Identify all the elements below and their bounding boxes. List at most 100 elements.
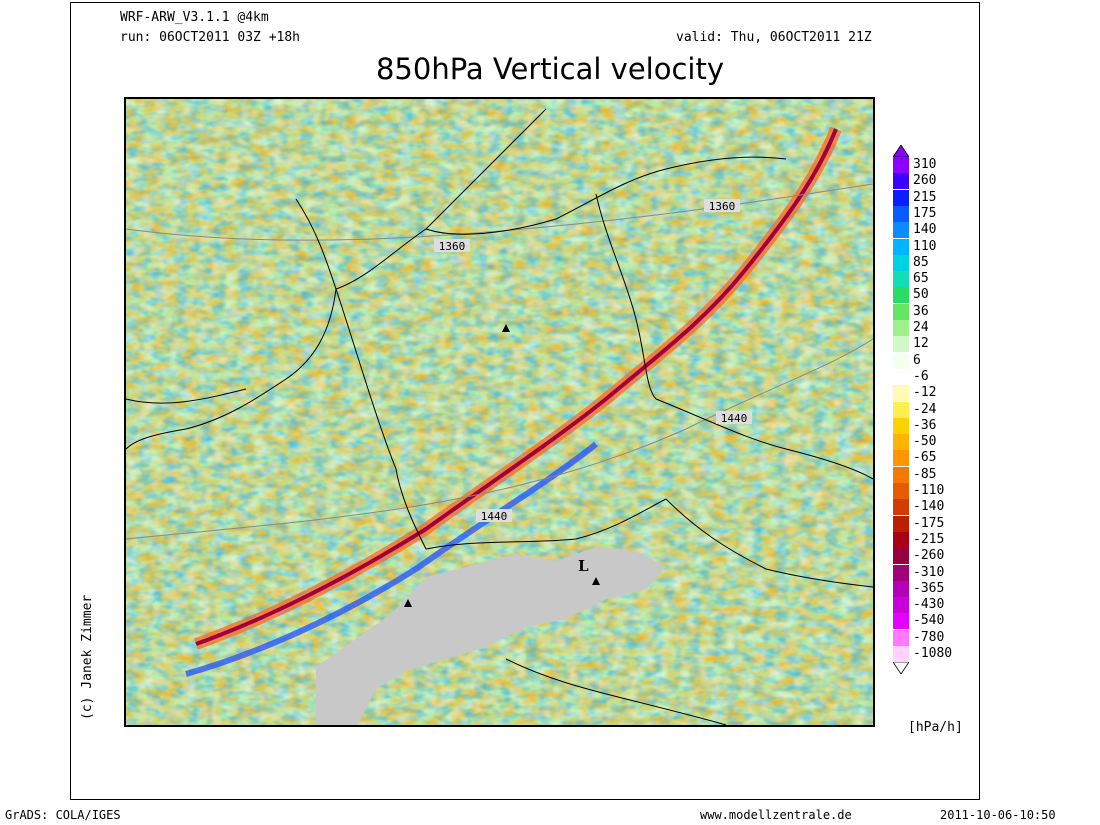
map-canvas: 1360 1360 1440 1440 L [126,99,873,725]
timestamp: 2011-10-06-10:50 [940,808,1056,822]
legend-swatch [893,157,909,173]
legend-swatch [893,271,909,288]
legend-swatch [893,352,909,369]
legend-swatch [893,189,909,206]
low-pressure-label: L [578,557,589,575]
run-label: run: 06OCT2011 03Z +18h [120,30,301,45]
contour-line [126,338,873,540]
legend-label: 12 [913,336,929,352]
grads-credit: GrADS: COLA/IGES [5,808,121,822]
contour-label: 1440 [716,411,752,425]
legend-swatch [893,531,909,548]
coastline [335,108,547,290]
page-title: 850hPa Vertical velocity [375,52,724,86]
legend-label: 24 [913,320,929,335]
weather-map[interactable]: 1360 1360 1440 1440 L [124,97,875,727]
legend-swatch [893,580,909,597]
legend-label: -365 [913,580,945,596]
legend-swatch [893,205,909,222]
legend-swatch [893,613,909,630]
legend-label: -260 [913,548,945,564]
legend-label: -65 [913,450,937,466]
peak-marker [592,577,600,585]
legend-label: 36 [913,303,929,319]
legend-label: -780 [913,629,945,645]
legend-label: -12 [913,385,937,401]
legend-label: -310 [913,564,945,580]
svg-text:1360: 1360 [439,240,466,253]
legend-label: -175 [913,515,945,531]
legend-swatch [893,320,909,336]
legend-swatch [893,368,909,385]
peak-marker [502,324,510,332]
ascent-band [185,441,598,677]
model-label: WRF-ARW_V3.1.1 @4km [120,10,269,25]
contour-label: 1440 [476,509,512,523]
legend-label: 310 [913,157,937,172]
legend-label: -140 [913,499,945,515]
coastline [126,388,247,404]
contour-line [126,183,873,241]
legend-label: 110 [913,238,937,254]
alps-terrain [316,547,666,725]
legend-swatch [893,548,909,565]
legend-swatch [893,385,909,402]
valid-label: valid: Thu, 06OCT2011 21Z [676,30,872,45]
legend-swatch [893,434,909,451]
coastline [425,156,787,235]
legend-swatch [893,450,909,467]
legend-swatch [893,515,909,532]
contour-label: 1360 [434,239,470,253]
legend-swatch [893,597,909,614]
legend-label: -6 [913,368,929,384]
plot-frame [70,2,980,800]
website-link[interactable]: www.modellzentrale.de [700,808,852,822]
country-border [665,498,873,588]
legend-swatch [893,629,909,646]
legend-swatch [893,646,909,662]
legend-label: 140 [913,222,937,238]
legend-label: -215 [913,531,945,547]
legend-label: -430 [913,597,945,613]
legend-swatch [893,417,909,434]
legend-swatch [893,238,909,255]
legend-label: -1080 [913,646,953,661]
country-border [655,398,873,480]
legend-swatch [893,483,909,499]
peak-marker [404,599,412,607]
legend-overflow-top-triangle [893,145,909,157]
legend-label: -110 [913,483,945,498]
legend-label: 50 [913,287,929,303]
legend-swatch [893,564,909,581]
front-band-core [195,128,838,646]
author-credit: (c) Janek Zimmer [80,594,95,720]
legend-label: 85 [913,254,929,270]
legend-swatch [893,287,909,304]
coastline [126,198,337,450]
country-border [595,193,657,400]
legend-label: 215 [913,189,937,205]
legend-label: -24 [913,401,937,417]
legend-label: 175 [913,205,937,221]
coastline [505,658,727,725]
legend-swatch [893,466,909,483]
contour-label: 1360 [704,199,740,213]
legend-swatch [893,499,909,516]
legend-swatch [893,336,909,353]
legend-label: -50 [913,434,937,450]
legend-swatch [893,173,909,190]
legend-overflow-bottom-triangle [893,662,909,675]
legend-swatch [893,222,909,239]
legend-swatch [893,254,909,271]
legend-swatch [893,401,909,418]
legend-label: 65 [913,271,929,287]
country-border [335,288,427,550]
svg-text:1360: 1360 [709,200,736,213]
svg-text:1440: 1440 [721,412,748,425]
legend-label: 260 [913,173,937,189]
svg-text:1440: 1440 [481,510,508,523]
legend-unit: [hPa/h] [908,720,963,735]
legend-label: -540 [913,613,945,629]
legend-swatch [893,303,909,320]
country-border [425,498,667,550]
